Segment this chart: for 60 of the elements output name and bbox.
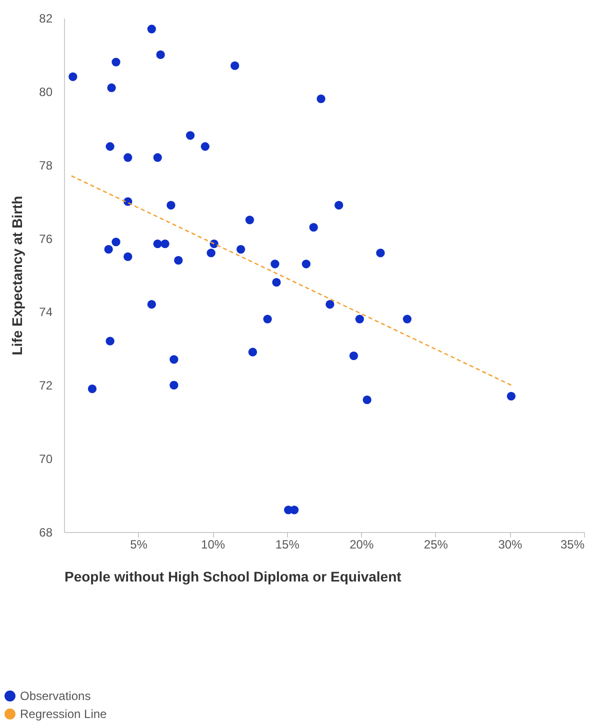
x-tick-label: 35% xyxy=(560,538,585,552)
x-tick-label: 20% xyxy=(350,538,374,552)
point xyxy=(245,216,254,224)
point xyxy=(147,24,156,34)
point xyxy=(106,336,114,346)
point xyxy=(302,260,310,268)
point xyxy=(248,348,258,356)
point xyxy=(355,314,364,324)
point xyxy=(316,94,326,104)
point xyxy=(200,142,210,151)
point xyxy=(362,396,372,404)
y-tick-label: 82 xyxy=(39,12,53,26)
y-tick-label: 72 xyxy=(39,378,53,393)
point xyxy=(326,300,334,309)
point xyxy=(376,248,385,258)
legend-label: Regression Line xyxy=(20,707,108,721)
point xyxy=(104,244,113,254)
point xyxy=(230,61,240,70)
point xyxy=(166,200,176,210)
point xyxy=(263,314,272,324)
point xyxy=(170,355,178,364)
point xyxy=(147,300,156,309)
point xyxy=(349,351,358,360)
x-axis-title: People without High School Diploma or Equivalent xyxy=(64,568,402,584)
point xyxy=(186,131,195,140)
y-tick-label: 80 xyxy=(39,84,53,99)
point xyxy=(270,260,280,268)
point xyxy=(174,256,183,265)
point xyxy=(402,314,412,324)
y-tick-label: 76 xyxy=(39,232,53,246)
point xyxy=(334,200,344,210)
point xyxy=(107,83,116,92)
y-tick-label: 74 xyxy=(39,305,53,320)
point xyxy=(206,248,216,258)
x-tick-label: 30% xyxy=(498,538,523,552)
y-axis-title: Life Expectancy at Birth xyxy=(9,196,26,356)
x-tick-label: 10% xyxy=(201,538,226,552)
point xyxy=(156,50,165,60)
y-tick-label: 68 xyxy=(39,526,53,540)
point xyxy=(124,153,132,162)
point xyxy=(506,392,516,400)
point xyxy=(309,222,318,232)
x-tick-label: 15% xyxy=(275,538,300,552)
point xyxy=(272,278,281,287)
point xyxy=(160,239,170,248)
y-tick-label: 70 xyxy=(39,452,53,466)
point xyxy=(112,238,120,246)
x-tick-label: 25% xyxy=(424,538,448,552)
legend-label: Observations xyxy=(20,689,91,703)
point xyxy=(68,72,78,82)
x-tick-label: 5% xyxy=(130,538,148,552)
point xyxy=(124,252,132,261)
point xyxy=(153,239,162,248)
point xyxy=(153,153,162,162)
point xyxy=(112,58,120,66)
point xyxy=(170,380,178,390)
y-tick-label: 78 xyxy=(39,158,53,172)
point xyxy=(88,384,97,394)
point xyxy=(236,244,246,254)
point xyxy=(106,142,114,151)
